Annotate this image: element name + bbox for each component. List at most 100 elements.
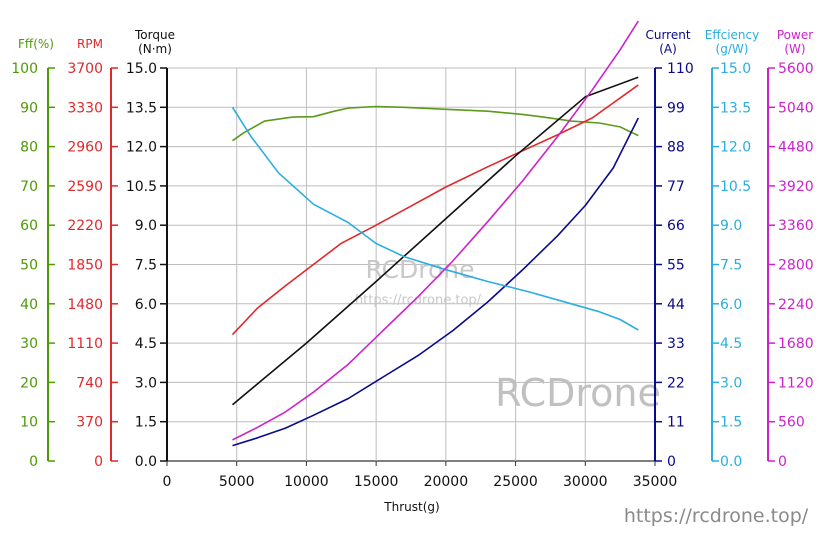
x-tick-label: 20000 <box>424 474 469 490</box>
gw-axis-title: Effciency <box>705 28 759 42</box>
current-tick-label: 110 <box>667 61 694 77</box>
x-tick-label: 5000 <box>219 474 255 490</box>
current-tick-label: 55 <box>667 258 685 274</box>
x-axis-label: Thrust(g) <box>383 500 439 514</box>
eff-tick-label: 20 <box>20 375 38 391</box>
x-tick-label: 30000 <box>563 474 608 490</box>
axes: 0 5000 10000 15000 20000 25000 30000 3500001020… <box>11 28 813 490</box>
torque-tick-label: 0.0 <box>135 454 157 470</box>
power-tick-label: 0 <box>778 454 787 470</box>
x-tick-label: 15000 <box>354 474 399 490</box>
current-tick-label: 33 <box>667 336 685 352</box>
torque-tick-label: 15.0 <box>126 61 157 77</box>
power-axis-title: Power <box>777 28 813 42</box>
rpm-tick-label: 370 <box>76 415 103 431</box>
torque-axis-title: (N·m) <box>138 42 172 56</box>
rpm-tick-label: 2590 <box>67 179 103 195</box>
torque-tick-label: 3.0 <box>135 375 157 391</box>
current-tick-label: 66 <box>667 218 685 234</box>
power-tick-label: 2240 <box>778 297 814 313</box>
x-tick-label: 25000 <box>493 474 538 490</box>
series-line-power <box>232 20 639 441</box>
series-line-current <box>232 117 640 447</box>
torque-tick-label: 1.5 <box>135 415 157 431</box>
big-watermark: RCDrone <box>495 371 661 415</box>
rpm-tick-label: 2960 <box>67 140 103 156</box>
rpm-tick-label: 1850 <box>67 258 103 274</box>
gw-tick-label: 0.0 <box>720 454 742 470</box>
eff-tick-label: 10 <box>20 415 38 431</box>
eff-tick-label: 90 <box>20 100 38 116</box>
power-tick-label: 4480 <box>778 140 814 156</box>
gw-tick-label: 12.0 <box>720 140 751 156</box>
gw-tick-label: 10.5 <box>720 179 751 195</box>
gw-tick-label: 9.0 <box>720 218 742 234</box>
torque-tick-label: 6.0 <box>135 297 157 313</box>
rpm-tick-label: 740 <box>76 375 103 391</box>
gw-tick-label: 6.0 <box>720 297 742 313</box>
current-tick-label: 22 <box>667 375 685 391</box>
current-tick-label: 88 <box>667 140 685 156</box>
gw-tick-label: 7.5 <box>720 258 742 274</box>
torque-tick-label: 13.5 <box>126 100 157 116</box>
rpm-tick-label: 3330 <box>67 100 103 116</box>
current-tick-label: 44 <box>667 297 685 313</box>
power-tick-label: 3360 <box>778 218 814 234</box>
series-line-torque <box>231 76 639 406</box>
rpm-tick-label: 0 <box>94 454 103 470</box>
center-watermark: RCDrone <box>365 255 474 284</box>
power-tick-label: 1680 <box>778 336 814 352</box>
current-tick-label: 77 <box>667 179 685 195</box>
center-watermark-url: https://rcdrone.top/ <box>355 293 482 308</box>
current-tick-label: 99 <box>667 100 685 116</box>
series-line-effciency <box>231 106 639 331</box>
power-tick-label: 5600 <box>778 61 814 77</box>
eff-tick-label: 70 <box>20 179 38 195</box>
rpm-tick-label: 1480 <box>67 297 103 313</box>
current-axis-title: Current <box>645 28 690 42</box>
rpm-axis-title: RPM <box>77 37 103 51</box>
gw-tick-label: 3.0 <box>720 375 742 391</box>
watermark-layer: RCDrone https://rcdrone.top/ RCDrone <box>355 255 661 415</box>
current-axis-title: (A) <box>659 42 677 56</box>
power-tick-label: 5040 <box>778 100 814 116</box>
torque-axis-title: Torque <box>134 28 175 42</box>
current-tick-label: 0 <box>667 454 676 470</box>
torque-tick-label: 9.0 <box>135 218 157 234</box>
gw-axis-title: (g/W) <box>716 42 749 56</box>
series-line-rpm <box>231 84 639 336</box>
torque-tick-label: 7.5 <box>135 258 157 274</box>
gw-tick-label: 13.5 <box>720 100 751 116</box>
gw-tick-label: 15.0 <box>720 61 751 77</box>
rpm-tick-label: 2220 <box>67 218 103 234</box>
eff-tick-label: 0 <box>29 454 38 470</box>
gw-tick-label: 1.5 <box>720 415 742 431</box>
power-tick-label: 3920 <box>778 179 814 195</box>
rpm-tick-label: 3700 <box>67 61 103 77</box>
rpm-tick-label: 1110 <box>67 336 103 352</box>
gw-tick-label: 4.5 <box>720 336 742 352</box>
series-group <box>231 20 640 447</box>
power-tick-label: 560 <box>778 415 805 431</box>
eff-tick-label: 80 <box>20 140 38 156</box>
eff-tick-label: 50 <box>20 258 38 274</box>
eff-tick-label: 100 <box>11 61 38 77</box>
current-tick-label: 11 <box>667 415 685 431</box>
power-tick-label: 2800 <box>778 258 814 274</box>
x-tick-label: 10000 <box>284 474 329 490</box>
eff-tick-label: 30 <box>20 336 38 352</box>
eff-tick-label: 40 <box>20 297 38 313</box>
x-tick-label: 0 <box>163 474 172 490</box>
eff-tick-label: 60 <box>20 218 38 234</box>
torque-tick-label: 4.5 <box>135 336 157 352</box>
series-line-fff- <box>232 105 639 142</box>
power-axis-title: (W) <box>784 42 805 56</box>
footer-url: https://rcdrone.top/ <box>624 505 809 527</box>
torque-tick-label: 12.0 <box>126 140 157 156</box>
torque-tick-label: 10.5 <box>126 179 157 195</box>
eff-axis-title: Fff(%) <box>18 37 54 51</box>
power-tick-label: 1120 <box>778 375 814 391</box>
x-tick-label: 35000 <box>633 474 678 490</box>
